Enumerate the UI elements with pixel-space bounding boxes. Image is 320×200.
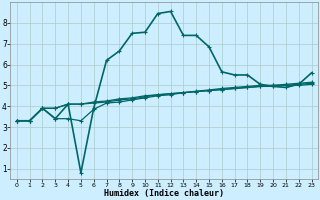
X-axis label: Humidex (Indice chaleur): Humidex (Indice chaleur)	[104, 189, 224, 198]
